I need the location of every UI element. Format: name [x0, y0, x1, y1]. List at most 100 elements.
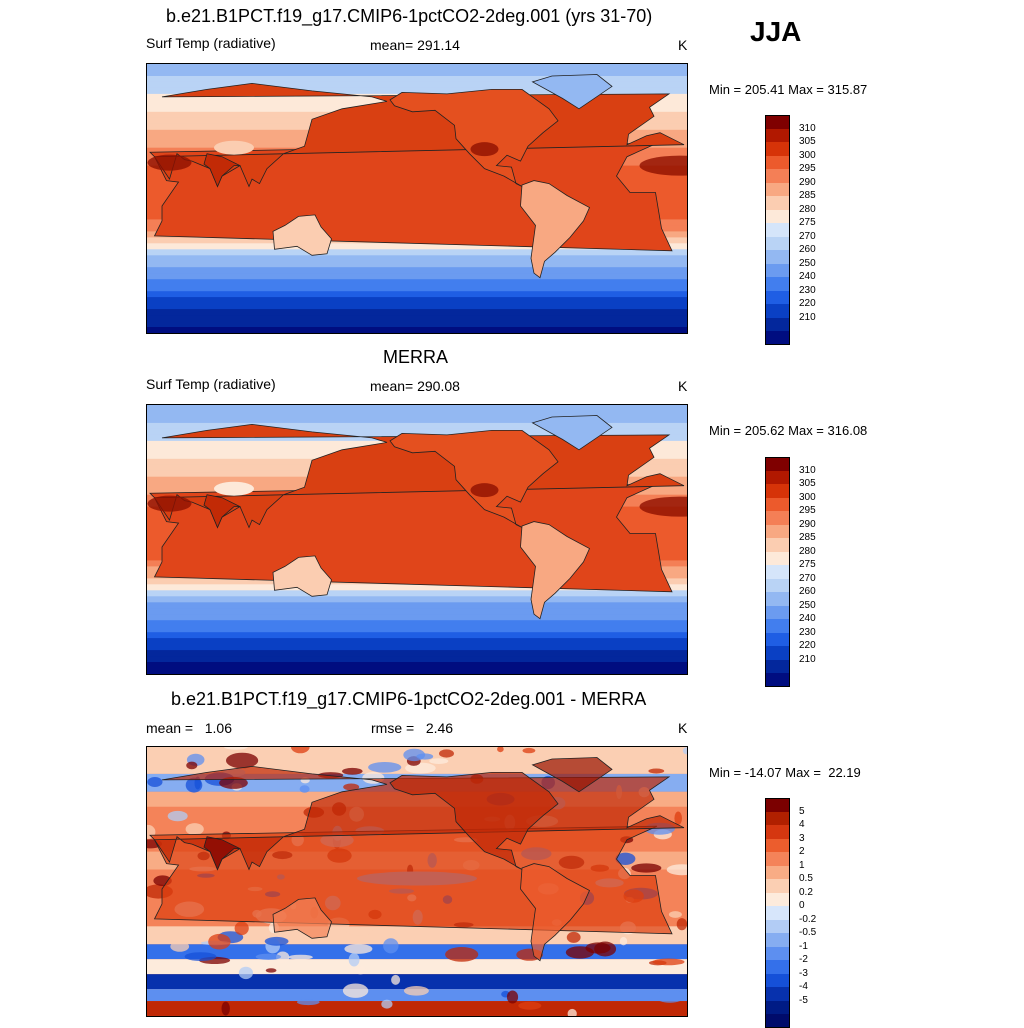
- panel-3-rmse-label: rmse = 2.46: [371, 720, 454, 736]
- panel-3-colorbar-tick: 1: [799, 859, 805, 871]
- panel-3-colorbar-tick: -1: [799, 940, 808, 952]
- panel-1-title: b.e21.B1PCT.f19_g17.CMIP6-1pctCO2-2deg.0…: [166, 6, 653, 26]
- panel-1-zonal-band: [147, 315, 687, 322]
- panel-3-diff-blob: [565, 946, 594, 959]
- panel-2-colorbar-cell: [765, 511, 790, 525]
- panel-1-colorbar-tick: 280: [799, 203, 816, 215]
- panel-3-diff-band: [147, 974, 687, 990]
- panel-2-map: [146, 404, 688, 675]
- panel-2-colorbar-cell: [765, 497, 790, 511]
- panel-2-colorbar-tick: 220: [799, 640, 816, 651]
- panel-3-units: K: [678, 720, 688, 736]
- panel-3-colorbar-cell: [765, 1014, 790, 1028]
- panel-3-diff-blob: [522, 747, 536, 754]
- panel-3-diff-blob: [343, 783, 360, 791]
- panel-3-colorbar-tick: -4: [799, 981, 808, 992]
- panel-3-diff-blob: [291, 747, 310, 754]
- panel-2-zonal-band: [147, 422, 687, 430]
- panel-1-zonal-band: [147, 70, 687, 77]
- panel-2-zonal-band: [147, 644, 687, 651]
- panel-2-colorbar-cell: [765, 673, 790, 687]
- panel-3-diff-blob: [226, 752, 259, 769]
- panel-1-colorbar-tick: 220: [799, 298, 816, 309]
- panel-3-diff-blob: [676, 918, 687, 931]
- panel-2-colorbar-tick: 290: [799, 518, 816, 530]
- panel-3-minmax: Min = -14.07 Max = 22.19: [709, 765, 861, 780]
- panel-3-diff-blob: [185, 823, 204, 836]
- panel-3-diff-blob: [381, 999, 393, 1009]
- panel-3-colorbar-tick: -3: [799, 967, 808, 979]
- panel-1-units: K: [678, 37, 688, 53]
- panel-2-land-india_det: [203, 494, 241, 529]
- panel-3-diff-blob: [619, 937, 628, 946]
- panel-2-colorbar-cell: [765, 578, 790, 592]
- panel-1-colorbar-tick: 290: [799, 176, 816, 188]
- panel-3-diff-blob: [208, 933, 231, 950]
- panel-2-zonal-band: [147, 650, 687, 657]
- panel-3-diff-band: [147, 1001, 687, 1016]
- panel-1-hot-region: [470, 142, 499, 157]
- panel-3-diff-blob: [186, 761, 198, 770]
- panel-3-diff-blob: [297, 999, 320, 1006]
- panel-1-tibet: [214, 140, 254, 155]
- panel-3-diff-blob: [147, 777, 163, 787]
- panel-1-zonal-band: [147, 279, 687, 286]
- panel-1-zonal-band: [147, 267, 687, 274]
- panel-1-map: [146, 63, 688, 334]
- panel-1-hot-region: [639, 155, 687, 176]
- panel-1-colorbar-tick: 300: [799, 149, 816, 161]
- panel-2-zonal-band: [147, 602, 687, 609]
- panel-2-land-greenland: [531, 415, 613, 451]
- panel-1-land-india_det: [203, 153, 241, 188]
- panel-3-diff-blob: [224, 747, 248, 750]
- panel-3-diff-blob: [346, 927, 373, 936]
- panel-3-diff-blob: [497, 747, 504, 753]
- panel-2-colorbar-cell: [765, 457, 790, 471]
- panel-3-diff-blob: [368, 762, 402, 773]
- panel-1-land-greenland: [531, 74, 613, 110]
- panel-3-colorbar-cell: [765, 865, 790, 879]
- panel-3-diff-blob: [567, 1008, 577, 1016]
- panel-3-land-samerica: [520, 863, 591, 962]
- panel-3-colorbar-tick: 4: [799, 819, 805, 830]
- panel-3-colorbar-cell: [765, 838, 790, 852]
- panel-3-diff-blob: [355, 966, 366, 975]
- panel-3-diff-blob: [299, 785, 310, 793]
- panel-1-hot-region: [147, 154, 192, 171]
- panel-2-variable-label: Surf Temp (radiative): [146, 376, 276, 392]
- panel-1-zonal-band: [147, 249, 687, 256]
- panel-2-colorbar-cell: [765, 565, 790, 579]
- panel-3-diff-blob: [264, 936, 289, 946]
- panel-2-colorbar-tick: 230: [799, 626, 816, 638]
- panel-3-colorbar-tick: 0.5: [799, 873, 813, 884]
- panel-3-colorbar-tick: 0.2: [799, 886, 813, 898]
- panel-2-hot-region: [147, 495, 192, 512]
- panel-1-colorbar-cell: [765, 142, 790, 156]
- panel-3-diff-blob: [383, 938, 399, 954]
- panel-3-diff-blob: [238, 966, 253, 980]
- panel-1-colorbar-tick: 240: [799, 271, 816, 282]
- panel-2-colorbar-tick: 250: [799, 599, 816, 611]
- panel-1-colorbar-cell: [765, 223, 790, 237]
- panel-3-diff-blob: [654, 989, 685, 1003]
- panel-2-zonal-band: [147, 596, 687, 603]
- panel-2-zonal-band: [147, 411, 687, 418]
- panel-3-colorbar-tick: -2: [799, 954, 808, 965]
- panel-1-colorbar-cell: [765, 169, 790, 183]
- panel-3-map: [146, 746, 688, 1017]
- panel-1-colorbar-cell: [765, 128, 790, 142]
- panel-1-zonal-band: [147, 297, 687, 304]
- panel-2-colorbar-cell: [765, 484, 790, 498]
- panel-1-colorbar-tick: 295: [799, 163, 816, 174]
- panel-2-zonal-band: [147, 428, 687, 436]
- panel-2-zonal-band: [147, 638, 687, 645]
- panel-2-colorbar-tick: 240: [799, 613, 816, 624]
- panel-1-colorbar-tick: 305: [799, 136, 816, 147]
- panel-2-zonal-band: [147, 626, 687, 633]
- panel-1-land-australia: [272, 214, 332, 256]
- panel-2-land-australia: [272, 555, 332, 597]
- panel-2-land-namerica: [389, 430, 559, 528]
- panel-3-colorbar-cell: [765, 933, 790, 947]
- panel-3-colorbar-cell: [765, 852, 790, 866]
- panel-3-colorbar-tick: -5: [799, 994, 808, 1006]
